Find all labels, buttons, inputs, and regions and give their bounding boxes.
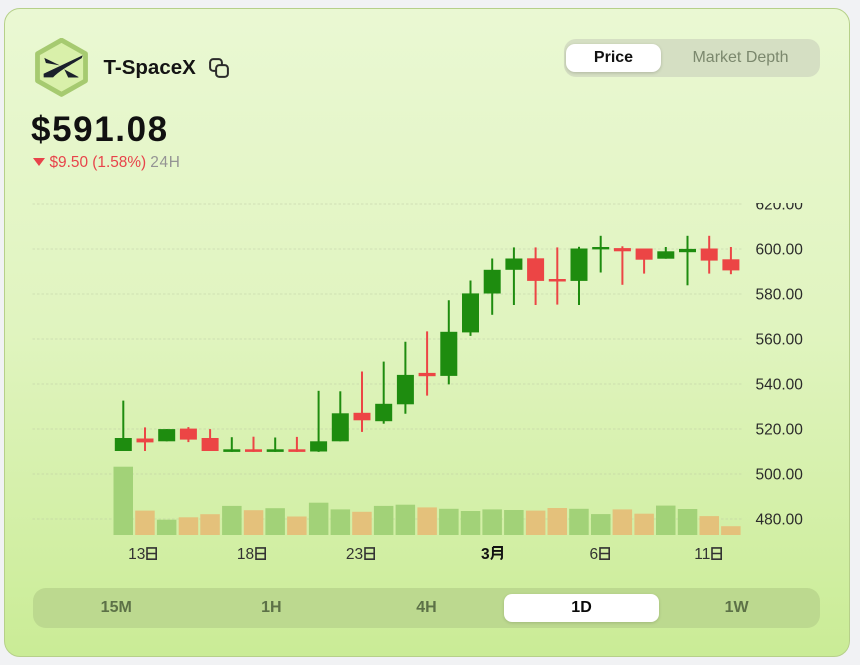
svg-text:480.00: 480.00 xyxy=(756,512,804,529)
svg-text:500.00: 500.00 xyxy=(756,467,804,484)
svg-text:540.00: 540.00 xyxy=(756,377,804,394)
svg-text:560.00: 560.00 xyxy=(756,332,804,349)
svg-text:520.00: 520.00 xyxy=(756,422,804,439)
svg-text:600.00: 600.00 xyxy=(756,242,804,259)
svg-text:580.00: 580.00 xyxy=(756,287,804,304)
svg-text:620.00: 620.00 xyxy=(756,203,804,214)
